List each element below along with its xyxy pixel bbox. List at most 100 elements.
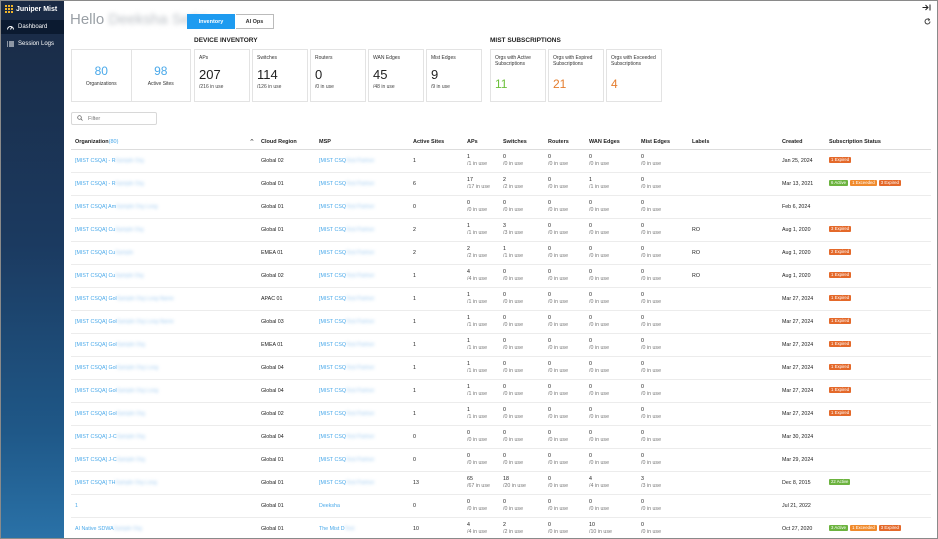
- sort-ascending-icon[interactable]: ⌃: [249, 139, 255, 146]
- msp-cell[interactable]: [MIST CSQTest Partner: [319, 319, 375, 326]
- org-name-link[interactable]: [MIST CSQA] Am: [75, 204, 117, 210]
- msp-link[interactable]: [MIST CSQ: [319, 158, 346, 164]
- org-name-cell[interactable]: [MIST CSQA] CuSample Org: [75, 227, 144, 234]
- column-header-subscription-status[interactable]: Subscription Status: [829, 139, 881, 145]
- column-header-created[interactable]: Created: [782, 139, 803, 145]
- org-name-cell[interactable]: [MIST CSQA] J-CSample Org: [75, 434, 145, 441]
- org-name-cell[interactable]: [MIST CSQA] GolSample Org: [75, 342, 145, 349]
- table-row[interactable]: [MIST CSQA] - RSample Org Global 02 [MIST …: [71, 150, 931, 173]
- msp-cell[interactable]: [MIST CSQTest Partner: [319, 365, 375, 372]
- brand-logo[interactable]: Juniper Mist: [1, 2, 64, 16]
- inventory-card-wan-edges[interactable]: WAN Edges 45 /48 in use: [368, 49, 424, 102]
- org-name-cell[interactable]: [MIST CSQA] AmSample Org Long: [75, 204, 158, 211]
- org-name-cell[interactable]: [MIST CSQA] - RSample Org: [75, 158, 144, 165]
- status-badge[interactable]: 3 Expired: [878, 525, 901, 531]
- msp-link[interactable]: [MIST CSQ: [319, 227, 346, 233]
- org-name-link[interactable]: [MIST CSQA] Cu: [75, 273, 116, 279]
- msp-link[interactable]: [MIST CSQ: [319, 434, 346, 440]
- org-name-cell[interactable]: [MIST CSQA] GolSample Org Long: [75, 365, 158, 372]
- table-row[interactable]: [MIST CSQA] GolSample Org Long Name Globa…: [71, 311, 931, 334]
- table-row[interactable]: [MIST CSQA] AmSample Org Long Global 01 [M…: [71, 196, 931, 219]
- msp-link[interactable]: Deeksha: [319, 503, 340, 509]
- table-row[interactable]: [MIST CSQA] J-CSample Org Global 01 [MIST …: [71, 449, 931, 472]
- subscription-card-active[interactable]: Orgs with Active Subscriptions 11: [490, 49, 546, 102]
- status-badge[interactable]: 6 Active: [829, 180, 849, 186]
- status-badge[interactable]: 1 Expired: [829, 341, 852, 347]
- status-badge[interactable]: 1 Expired: [829, 410, 852, 416]
- msp-link[interactable]: The Mist D: [319, 526, 345, 532]
- msp-link[interactable]: [MIST CSQ: [319, 296, 346, 302]
- subscription-card-exceeded[interactable]: Orgs with Exceeded Subscriptions 4: [606, 49, 662, 102]
- msp-cell[interactable]: [MIST CSQTest Partner: [319, 434, 375, 441]
- msp-link[interactable]: [MIST CSQ: [319, 250, 346, 256]
- org-name-link[interactable]: [MIST CSQA] TH: [75, 480, 116, 486]
- table-row[interactable]: [MIST CSQA] CuSample EMEA 01 [MIST CSQTest…: [71, 242, 931, 265]
- table-row[interactable]: [MIST CSQA] GolSample Org Long Global 04 […: [71, 357, 931, 380]
- org-name-link[interactable]: [MIST CSQA] - R: [75, 181, 116, 187]
- org-name-cell[interactable]: [MIST CSQA] GolSample Org Long: [75, 388, 158, 395]
- org-name-link[interactable]: [MIST CSQA] Gol: [75, 296, 117, 302]
- msp-cell[interactable]: [MIST CSQTest Partner: [319, 296, 375, 303]
- org-name-link[interactable]: 1: [75, 503, 78, 509]
- msp-link[interactable]: [MIST CSQ: [319, 342, 346, 348]
- org-name-cell[interactable]: [MIST CSQA] - RSample Org: [75, 181, 144, 188]
- column-header-wan-edges[interactable]: WAN Edges: [589, 139, 620, 145]
- msp-cell[interactable]: [MIST CSQTest Partner: [319, 181, 375, 188]
- table-row[interactable]: [MIST CSQA] GolSample Org Global 02 [MIST …: [71, 403, 931, 426]
- table-row[interactable]: [MIST CSQA] GolSample Org Long Global 04 […: [71, 380, 931, 403]
- msp-link[interactable]: [MIST CSQ: [319, 319, 346, 325]
- subscription-card-expired[interactable]: Orgs with Expired Subscriptions 21: [548, 49, 604, 102]
- table-row[interactable]: [MIST CSQA] THSample Org Long Global 01 [M…: [71, 472, 931, 495]
- org-name-cell[interactable]: [MIST CSQA] GolSample Org Long Name: [75, 319, 174, 326]
- msp-cell[interactable]: [MIST CSQTest Partner: [319, 250, 375, 257]
- table-row[interactable]: [MIST CSQA] CuSample Org Global 02 [MIST C…: [71, 265, 931, 288]
- table-row[interactable]: [MIST CSQA] GolSample Org Long Name APAC …: [71, 288, 931, 311]
- status-badge[interactable]: 22 Active: [829, 479, 851, 485]
- column-header-organization[interactable]: Organization(80): [75, 139, 118, 145]
- table-row[interactable]: AI Native SDWASample Org Global 01 The Mis…: [71, 518, 931, 538]
- table-row[interactable]: [MIST CSQA] GolSample Org EMEA 01 [MIST CS…: [71, 334, 931, 357]
- org-name-link[interactable]: [MIST CSQA] J-C: [75, 457, 117, 463]
- table-row[interactable]: [MIST CSQA] - RSample Org Global 01 [MIST …: [71, 173, 931, 196]
- tab-ai-ops[interactable]: AI Ops: [236, 14, 274, 29]
- msp-cell[interactable]: [MIST CSQTest Partner: [319, 457, 375, 464]
- status-badge[interactable]: 3 Active: [829, 525, 849, 531]
- org-name-cell[interactable]: AI Native SDWASample Org: [75, 526, 142, 533]
- status-badge[interactable]: 1 Expired: [829, 272, 852, 278]
- inventory-card-aps[interactable]: APs 207 /216 in use: [194, 49, 250, 102]
- status-badge[interactable]: 1 Expired: [829, 157, 852, 163]
- msp-link[interactable]: [MIST CSQ: [319, 411, 346, 417]
- msp-cell[interactable]: [MIST CSQTest Partner: [319, 158, 375, 165]
- collapse-right-icon[interactable]: [922, 4, 931, 13]
- column-header-switches[interactable]: Switches: [503, 139, 527, 145]
- msp-cell[interactable]: [MIST CSQTest Partner: [319, 273, 375, 280]
- org-name-link[interactable]: [MIST CSQA] Cu: [75, 227, 116, 233]
- status-badge[interactable]: 2 Expired: [829, 249, 852, 255]
- status-badge[interactable]: 1 Exceeded: [850, 180, 877, 186]
- msp-link[interactable]: [MIST CSQ: [319, 388, 346, 394]
- msp-cell[interactable]: The Mist DTest: [319, 526, 354, 533]
- table-row[interactable]: [MIST CSQA] J-CSample Org Global 04 [MIST …: [71, 426, 931, 449]
- msp-link[interactable]: [MIST CSQ: [319, 181, 346, 187]
- column-header-mist-edges[interactable]: Mist Edges: [641, 139, 671, 145]
- org-name-link[interactable]: [MIST CSQA] Gol: [75, 388, 117, 394]
- msp-cell[interactable]: Deeksha: [319, 503, 340, 510]
- tab-inventory[interactable]: Inventory: [187, 14, 235, 29]
- sidebar-item-session-logs[interactable]: Session Logs: [1, 37, 64, 51]
- refresh-icon[interactable]: [924, 18, 931, 27]
- org-name-cell[interactable]: [MIST CSQA] GolSample Org: [75, 411, 145, 418]
- org-name-link[interactable]: [MIST CSQA] Gol: [75, 411, 117, 417]
- msp-link[interactable]: [MIST CSQ: [319, 457, 346, 463]
- org-name-link[interactable]: [MIST CSQA] J-C: [75, 434, 117, 440]
- org-name-cell[interactable]: [MIST CSQA] CuSample Org: [75, 273, 144, 280]
- msp-cell[interactable]: [MIST CSQTest Partner: [319, 411, 375, 418]
- filter-input[interactable]: Filter: [71, 112, 157, 125]
- sidebar-item-dashboard[interactable]: Dashboard: [1, 20, 64, 34]
- msp-link[interactable]: [MIST CSQ: [319, 204, 346, 210]
- status-badge[interactable]: 1 Expired: [829, 318, 852, 324]
- org-name-cell[interactable]: [MIST CSQA] GolSample Org Long Name: [75, 296, 174, 303]
- column-header-labels[interactable]: Labels: [692, 139, 710, 145]
- msp-cell[interactable]: [MIST CSQTest Partner: [319, 480, 375, 487]
- status-badge[interactable]: 1 Expired: [829, 387, 852, 393]
- msp-cell[interactable]: [MIST CSQTest Partner: [319, 204, 375, 211]
